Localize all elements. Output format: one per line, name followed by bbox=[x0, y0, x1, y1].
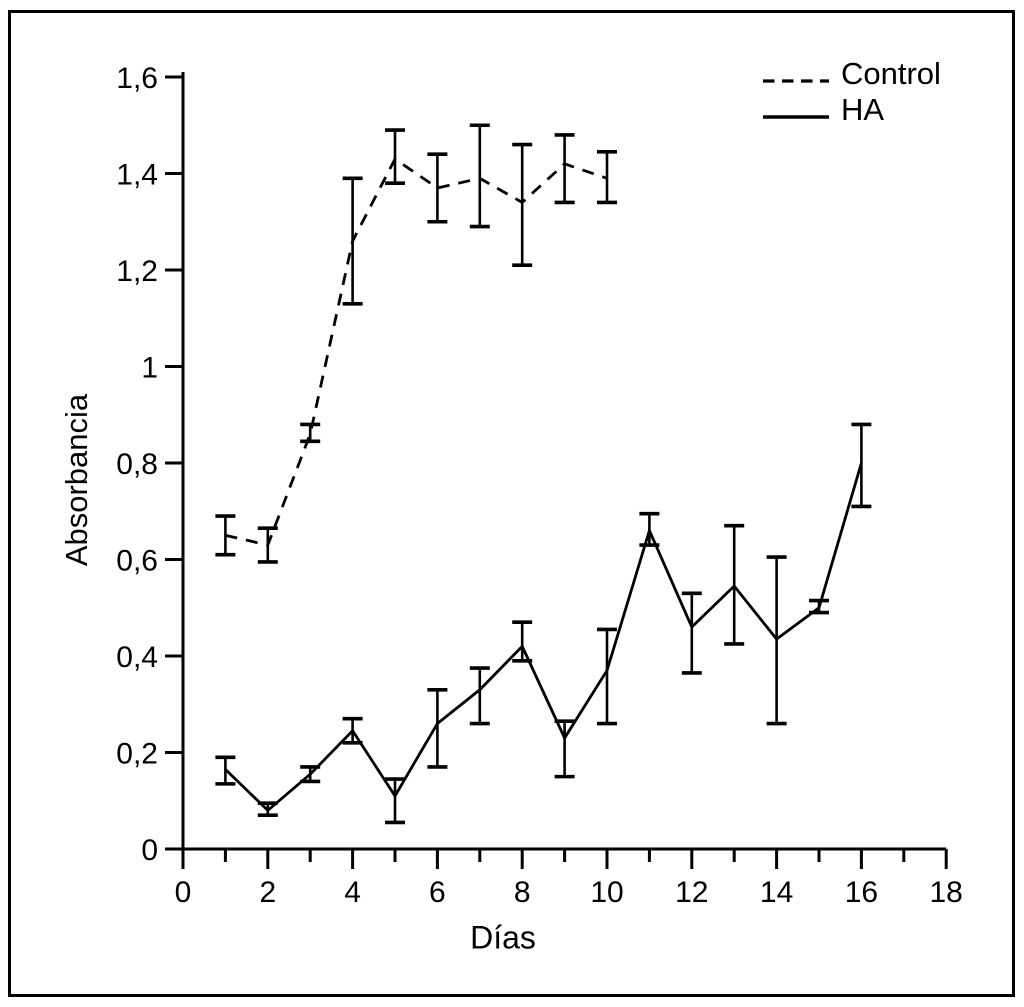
x-tick-label: 6 bbox=[429, 876, 446, 909]
dashed-line-icon bbox=[763, 71, 829, 83]
x-tick-label: 14 bbox=[760, 876, 793, 909]
y-tick-label: 1 bbox=[141, 352, 158, 385]
y-tick-label: 0,4 bbox=[116, 641, 158, 674]
data-line-control bbox=[225, 156, 608, 547]
y-tick-label: 0,8 bbox=[116, 448, 158, 481]
x-tick-label: 10 bbox=[590, 876, 623, 909]
legend-item-control: Control bbox=[763, 56, 941, 92]
figure-border bbox=[8, 10, 1015, 997]
legend-label-ha: HA bbox=[841, 92, 885, 127]
x-tick-label: 18 bbox=[930, 876, 963, 909]
solid-line-icon bbox=[763, 107, 829, 119]
series-control bbox=[215, 123, 617, 564]
legend: Control HA bbox=[763, 56, 941, 128]
y-tick-label: 1,2 bbox=[116, 255, 158, 288]
y-axis-title: Absorbancia bbox=[59, 393, 94, 567]
x-axis-title: Días bbox=[470, 919, 536, 956]
y-tick-label: 0,2 bbox=[116, 738, 158, 771]
x-tick-label: 12 bbox=[675, 876, 708, 909]
y-tick-label: 1,6 bbox=[116, 62, 158, 95]
legend-item-ha: HA bbox=[763, 92, 941, 128]
x-axis-ticks: 0 2 4 6 8 10 12 14 16 18 bbox=[175, 849, 963, 909]
legend-label-control: Control bbox=[841, 56, 941, 91]
y-tick-label: 0,6 bbox=[116, 545, 158, 578]
y-axis-ticks: 0 0,2 0,4 0,6 0,8 1 1,2 1,4 1,6 bbox=[116, 62, 183, 867]
data-line-ha bbox=[224, 462, 863, 813]
x-tick-label: 0 bbox=[175, 876, 192, 909]
x-tick-label: 8 bbox=[514, 876, 531, 909]
y-tick-label: 1,4 bbox=[116, 159, 158, 192]
series-ha bbox=[215, 422, 872, 825]
x-tick-label: 16 bbox=[845, 876, 878, 909]
x-tick-label: 2 bbox=[259, 876, 276, 909]
y-tick-label: 0 bbox=[141, 834, 158, 867]
x-tick-label: 4 bbox=[344, 876, 361, 909]
